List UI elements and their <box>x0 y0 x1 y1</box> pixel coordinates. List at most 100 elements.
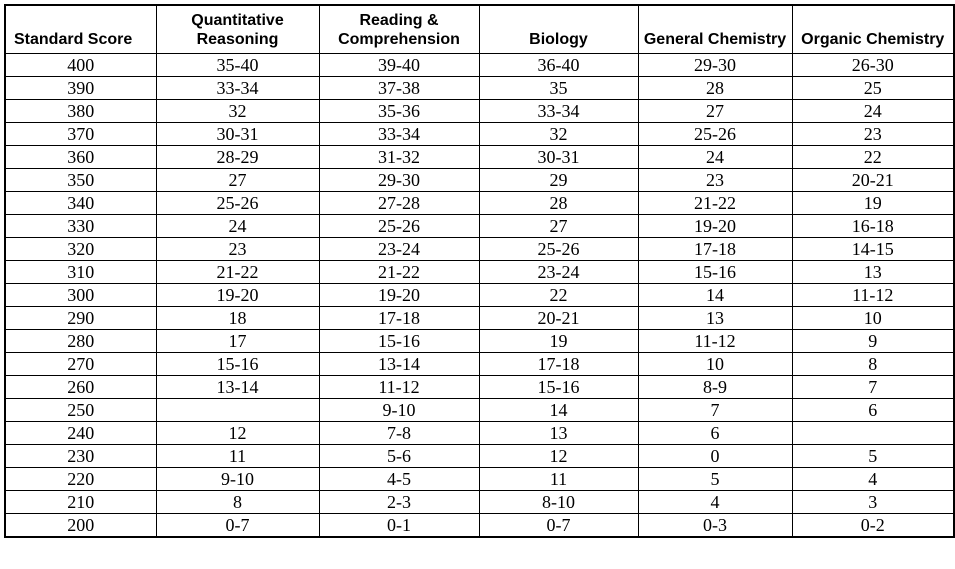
score-range-cell: 35-40 <box>155 53 320 77</box>
table-row: 330 24 25-26 27 19-20 16-18 <box>4 214 955 238</box>
score-range-cell: 13 <box>791 260 955 284</box>
table-row: 320 23 23-24 25-26 17-18 14-15 <box>4 237 955 261</box>
score-range-cell: 15-16 <box>155 352 320 376</box>
standard-score-cell: 370 <box>4 122 157 146</box>
score-range-cell: 4-5 <box>318 467 480 491</box>
score-range-cell: 7 <box>637 398 793 422</box>
standard-score-cell: 360 <box>4 145 157 169</box>
score-range-cell: 39-40 <box>318 53 480 77</box>
score-range-cell: 9-10 <box>155 467 320 491</box>
standard-score-cell: 240 <box>4 421 157 445</box>
header-row: Standard Score Quantitative Reasoning Re… <box>4 4 955 54</box>
table-row: 250 9-10 14 7 6 <box>4 398 955 422</box>
score-range-cell: 29-30 <box>637 53 793 77</box>
score-range-cell: 13 <box>478 421 639 445</box>
score-range-cell <box>155 398 320 422</box>
column-header-quantitative-reasoning: Quantitative Reasoning <box>155 4 320 54</box>
table-row: 300 19-20 19-20 22 14 11-12 <box>4 283 955 307</box>
table-row: 260 13-14 11-12 15-16 8-9 7 <box>4 375 955 399</box>
score-range-cell: 19 <box>791 191 955 215</box>
score-range-cell: 28 <box>478 191 639 215</box>
standard-score-cell: 300 <box>4 283 157 307</box>
score-range-cell: 25-26 <box>318 214 480 238</box>
score-range-cell: 23 <box>637 168 793 192</box>
score-range-cell: 8 <box>155 490 320 514</box>
column-header-organic-chemistry: Organic Chemistry <box>791 4 955 54</box>
score-range-cell: 13-14 <box>318 352 480 376</box>
table-row: 340 25-26 27-28 28 21-22 19 <box>4 191 955 215</box>
score-range-cell: 36-40 <box>478 53 639 77</box>
column-header-reading-comprehension: Reading & Comprehension <box>318 4 480 54</box>
score-range-cell: 8-10 <box>478 490 639 514</box>
score-range-cell: 17-18 <box>318 306 480 330</box>
score-range-cell: 6 <box>791 398 955 422</box>
score-range-cell: 21-22 <box>318 260 480 284</box>
score-range-cell: 29-30 <box>318 168 480 192</box>
score-range-cell: 19-20 <box>155 283 320 307</box>
score-range-cell: 16-18 <box>791 214 955 238</box>
score-range-cell: 30-31 <box>478 145 639 169</box>
table-row: 360 28-29 31-32 30-31 24 22 <box>4 145 955 169</box>
score-range-cell: 10 <box>791 306 955 330</box>
table-row: 270 15-16 13-14 17-18 10 8 <box>4 352 955 376</box>
table-row: 390 33-34 37-38 35 28 25 <box>4 76 955 100</box>
score-range-cell: 29 <box>478 168 639 192</box>
score-range-cell: 8-9 <box>637 375 793 399</box>
score-range-cell: 23-24 <box>478 260 639 284</box>
column-header-biology: Biology <box>478 4 639 54</box>
standard-score-cell: 270 <box>4 352 157 376</box>
score-range-cell: 11 <box>478 467 639 491</box>
table-row: 230 11 5-6 12 0 5 <box>4 444 955 468</box>
standard-score-cell: 380 <box>4 99 157 123</box>
standard-score-cell: 220 <box>4 467 157 491</box>
score-range-cell: 27 <box>637 99 793 123</box>
score-range-cell: 14 <box>637 283 793 307</box>
table-row: 310 21-22 21-22 23-24 15-16 13 <box>4 260 955 284</box>
score-range-cell: 20-21 <box>478 306 639 330</box>
score-range-cell: 23 <box>791 122 955 146</box>
score-range-cell: 19 <box>478 329 639 353</box>
table-row: 280 17 15-16 19 11-12 9 <box>4 329 955 353</box>
score-range-cell: 2-3 <box>318 490 480 514</box>
score-range-cell: 6 <box>637 421 793 445</box>
score-range-cell: 22 <box>791 145 955 169</box>
score-range-cell: 21-22 <box>637 191 793 215</box>
score-range-cell: 11-12 <box>791 283 955 307</box>
score-range-cell: 11-12 <box>318 375 480 399</box>
score-range-cell: 7 <box>791 375 955 399</box>
score-range-cell: 33-34 <box>318 122 480 146</box>
score-range-cell: 33-34 <box>155 76 320 100</box>
score-range-cell: 0-2 <box>791 513 955 538</box>
score-range-cell: 9 <box>791 329 955 353</box>
score-range-cell: 19-20 <box>318 283 480 307</box>
score-range-cell: 5 <box>637 467 793 491</box>
score-range-cell: 17-18 <box>637 237 793 261</box>
score-range-cell: 35-36 <box>318 99 480 123</box>
score-range-cell: 17-18 <box>478 352 639 376</box>
standard-score-cell: 250 <box>4 398 157 422</box>
score-range-cell: 24 <box>791 99 955 123</box>
score-range-cell: 14-15 <box>791 237 955 261</box>
table-row: 220 9-10 4-5 11 5 4 <box>4 467 955 491</box>
score-range-cell: 27-28 <box>318 191 480 215</box>
score-range-cell: 12 <box>155 421 320 445</box>
score-conversion-table: Standard Score Quantitative Reasoning Re… <box>4 4 955 538</box>
score-range-cell: 15-16 <box>637 260 793 284</box>
standard-score-cell: 320 <box>4 237 157 261</box>
score-range-cell: 26-30 <box>791 53 955 77</box>
table-row: 380 32 35-36 33-34 27 24 <box>4 99 955 123</box>
score-range-cell: 15-16 <box>318 329 480 353</box>
standard-score-cell: 400 <box>4 53 157 77</box>
standard-score-cell: 350 <box>4 168 157 192</box>
score-range-cell: 33-34 <box>478 99 639 123</box>
score-range-cell: 23 <box>155 237 320 261</box>
table-row: 290 18 17-18 20-21 13 10 <box>4 306 955 330</box>
score-range-cell: 25-26 <box>478 237 639 261</box>
standard-score-cell: 390 <box>4 76 157 100</box>
score-range-cell: 27 <box>478 214 639 238</box>
score-range-cell: 0-7 <box>155 513 320 538</box>
score-range-cell: 5-6 <box>318 444 480 468</box>
score-range-cell: 0 <box>637 444 793 468</box>
score-range-cell: 11-12 <box>637 329 793 353</box>
score-range-cell: 0-1 <box>318 513 480 538</box>
